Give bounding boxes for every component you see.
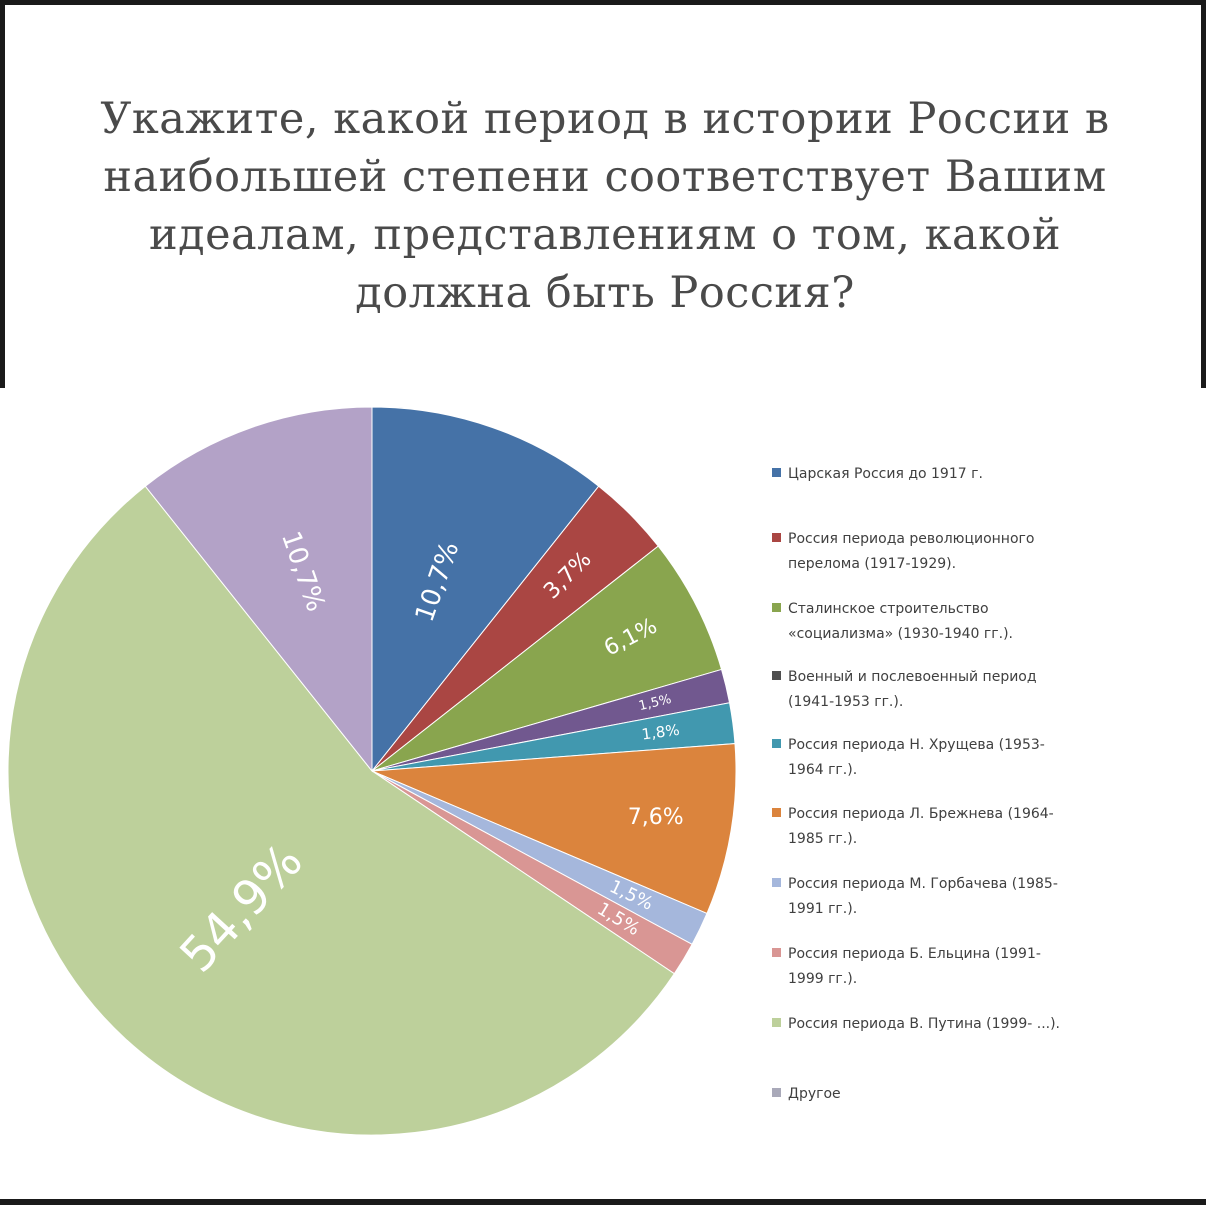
title-frame <box>0 0 1206 388</box>
legend-item-row: Россия периода революционного <box>772 527 1142 552</box>
slice-label-6: 7,6% <box>628 805 684 830</box>
chart-title: Укажите, какой период в истории России в… <box>100 94 1110 318</box>
legend-item-1: Царская Россия до 1917 г. <box>772 462 1142 487</box>
legend-label: Россия периода В. Путина (1999- ...). <box>788 1016 1061 1032</box>
legend-label: Россия периода М. Горбачева (1985- <box>788 876 1058 892</box>
legend-label: Военный и послевоенный период <box>788 669 1037 685</box>
legend-item-9: Россия периода В. Путина (1999- ...). <box>772 1012 1142 1037</box>
frame-bottom-border <box>0 1199 1206 1205</box>
legend-item-7: Россия периода М. Горбачева (1985- 1991 г… <box>772 872 1142 922</box>
legend-item-row: Россия периода М. Горбачева (1985- <box>772 872 1142 897</box>
legend-swatch <box>772 739 781 748</box>
legend-item-row: Другое <box>772 1082 1142 1107</box>
legend-swatch <box>772 1018 781 1027</box>
legend-item-10: Другое <box>772 1082 1142 1107</box>
legend-item-row: перелома (1917-1929). <box>772 552 1142 577</box>
legend-label: Сталинское строительство <box>788 601 989 617</box>
legend-swatch <box>772 671 781 680</box>
slice-label-4: 1,5% <box>637 692 673 714</box>
legend-item-5: Россия периода Н. Хрущева (1953- 1964 гг.… <box>772 733 1142 783</box>
legend-item-row: Россия периода В. Путина (1999- ...). <box>772 1012 1142 1037</box>
pie-slice-6 <box>371 743 737 915</box>
legend-item-row: «социализма» (1930-1940 гг.). <box>772 622 1142 647</box>
legend-label: Россия периода Б. Ельцина (1991- <box>788 946 1041 962</box>
legend-swatch <box>772 948 781 957</box>
legend-item-2: Россия периода революционного перелома (1… <box>772 527 1142 577</box>
legend-label: Другое <box>788 1086 841 1102</box>
legend-item-row: 1964 гг.). <box>772 758 1142 783</box>
slice-label-5: 1,8% <box>641 721 681 744</box>
legend-label: 1999 гг.). <box>788 971 858 987</box>
legend-item-6: Россия периода Л. Брежнева (1964- 1985 гг… <box>772 802 1142 852</box>
legend-item-row: Сталинское строительство <box>772 597 1142 622</box>
legend-label: Царская Россия до 1917 г. <box>788 466 983 482</box>
legend-label: 1991 гг.). <box>788 901 858 917</box>
legend-item-row: Царская Россия до 1917 г. <box>772 462 1142 487</box>
legend-label: Россия периода революционного <box>788 531 1035 547</box>
legend-label: «социализма» (1930-1940 гг.). <box>788 626 1013 642</box>
legend-item-row: 1991 гг.). <box>772 897 1142 922</box>
legend-swatch <box>772 1088 781 1097</box>
legend-label: 1985 гг.). <box>788 831 858 847</box>
legend-item-row: 1985 гг.). <box>772 827 1142 852</box>
legend-item-row: Россия периода Б. Ельцина (1991- <box>772 942 1142 967</box>
legend-item-row: Россия периода Л. Брежнева (1964- <box>772 802 1142 827</box>
legend-item-row: Россия периода Н. Хрущева (1953- <box>772 733 1142 758</box>
legend-item-8: Россия периода Б. Ельцина (1991- 1999 гг.… <box>772 942 1142 992</box>
legend-item-row: 1999 гг.). <box>772 967 1142 992</box>
legend-swatch <box>772 603 781 612</box>
legend-label: 1964 гг.). <box>788 762 858 778</box>
legend-swatch <box>772 533 781 542</box>
legend-swatch <box>772 878 781 887</box>
pie-slice-3 <box>371 545 723 772</box>
pie-slices <box>7 406 737 1136</box>
pie-slice-1 <box>371 406 600 773</box>
legend-item-3: Сталинское строительство «социализма» (19… <box>772 597 1142 647</box>
legend-label: перелома (1917-1929). <box>788 556 957 572</box>
legend-swatch <box>772 808 781 817</box>
pie-slice-9 <box>7 485 676 1136</box>
legend-item-row: (1941-1953 гг.). <box>772 690 1142 715</box>
legend-item-row: Военный и послевоенный период <box>772 665 1142 690</box>
legend-label: Россия периода Л. Брежнева (1964- <box>788 806 1054 822</box>
pie-slice-10 <box>144 406 373 773</box>
legend-swatch <box>772 468 781 477</box>
legend-item-4: Военный и послевоенный период (1941-1953 … <box>772 665 1142 715</box>
pie-chart: 10,7% 3,7%6,1%1,5%1,8%7,6%1,5%1,5%54,9%10… <box>7 406 737 1136</box>
legend-label: Россия периода Н. Хрущева (1953- <box>788 737 1045 753</box>
legend-label: (1941-1953 гг.). <box>788 694 904 710</box>
